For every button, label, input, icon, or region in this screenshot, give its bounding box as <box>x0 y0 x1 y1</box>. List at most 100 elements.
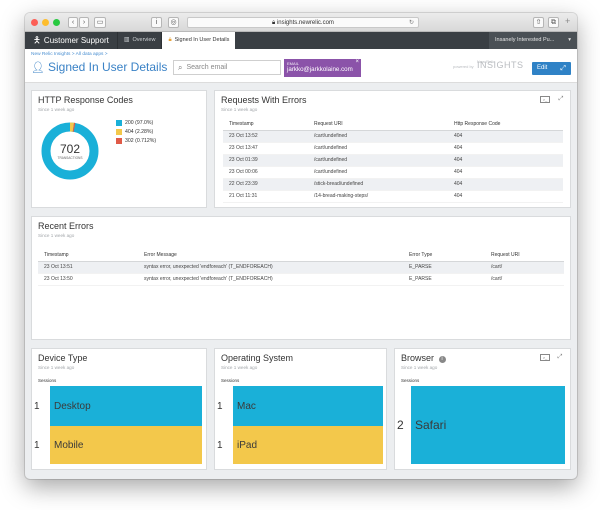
filter-label: EMAIL <box>287 61 300 66</box>
filter-value: jarkko@jarkkolaine.com <box>287 66 353 73</box>
edit-button[interactable]: Edit ⤢ <box>532 62 571 75</box>
lock-icon: 🔒︎ <box>168 37 172 43</box>
bar-row[interactable]: 1 iPad <box>217 426 383 464</box>
donut-total: 702 <box>60 142 80 156</box>
forward-arrow-icon[interactable]: › <box>79 16 89 28</box>
powered-by-text: New Relic powered by <box>453 59 495 69</box>
person-icon: 🯅 <box>33 35 41 45</box>
browser-toolbar: ‹ › ▭ i ◎ 🔒︎ insights.newrelic.com ↻ ⇧ ⧉… <box>25 13 577 32</box>
legend-label: 200 (97.0%) <box>125 119 154 126</box>
url-text: insights.newrelic.com <box>276 20 334 26</box>
panel-subtitle: Since 1 week ago <box>38 233 75 238</box>
cell-timestamp: 23 Oct 13:52 <box>223 130 308 143</box>
legend-label: 302 (0.712%) <box>125 137 157 144</box>
panel-subtitle: Since 1 week ago <box>221 107 258 112</box>
sidebar-icon[interactable]: ▭ <box>94 16 106 28</box>
tab-signed-in-user-details[interactable]: 🔒︎ Signed In User Details <box>161 32 236 49</box>
cell-type: E_PARSE <box>403 261 485 274</box>
account-selector[interactable]: Insanely Interested Pu... ▾ <box>489 32 577 49</box>
bar-row[interactable]: 2 Safari <box>397 386 565 464</box>
edit-label: Edit <box>537 65 548 71</box>
table-row[interactable]: 23 Oct 13:51 syntax error, unexpected 'en… <box>38 261 564 274</box>
donut-total-label: TRANSACTIONS <box>58 156 83 160</box>
bar-count: 1 <box>217 439 223 451</box>
bar-row[interactable]: 1 Mobile <box>34 426 202 464</box>
browser-bars: 2 Safari <box>397 386 565 466</box>
info-icon[interactable]: i <box>151 17 162 28</box>
back-arrow-icon[interactable]: ‹ <box>68 16 78 28</box>
column-header[interactable]: Error Message <box>138 249 403 262</box>
device-bars: 1 Desktop 1 Mobile <box>34 386 202 466</box>
search-input[interactable]: ⌕ Search email <box>173 60 281 75</box>
tabs-icon[interactable]: ⧉ <box>548 17 559 28</box>
cell-uri: /stick-bread/undefined <box>308 178 448 191</box>
breadcrumb[interactable]: New Relic Insights > All data apps > <box>31 52 108 57</box>
app-brand[interactable]: 🯅 Customer Support <box>25 32 117 49</box>
bar-row[interactable]: 1 Mac <box>217 386 383 426</box>
panel-title: Requests With Errors <box>221 95 307 105</box>
minimize-window-button[interactable] <box>42 18 49 26</box>
requests-with-errors-panel: Requests With Errors Since 1 week ago >_… <box>214 90 571 208</box>
reload-icon[interactable]: ↻ <box>408 20 414 26</box>
chart-icon: ▥ <box>123 37 130 43</box>
table-row[interactable]: 23 Oct 13:50 syntax error, unexpected 'en… <box>38 273 564 286</box>
chart-legend: 200 (97.0%) 404 (2.28%) 302 (0.712%) <box>116 118 156 145</box>
search-icon: ⌕ <box>178 63 183 72</box>
email-filter-chip[interactable]: EMAIL jarkko@jarkkolaine.com × <box>284 59 361 77</box>
share-icon[interactable]: ⇧ <box>533 17 544 28</box>
bar-label: iPad <box>237 439 258 451</box>
column-header[interactable]: Http Response Code <box>448 118 563 131</box>
page-title: 👤︎ Signed In User Details <box>31 60 167 74</box>
operating-system-panel: Operating System Since 1 week ago Sessio… <box>214 348 387 470</box>
bar-label: Desktop <box>54 400 91 412</box>
browser-panel: Browser i Since 1 week ago >_ ⤢ Sessions… <box>394 348 571 470</box>
search-placeholder: Search email <box>186 64 228 71</box>
panel-title: Recent Errors <box>38 221 94 231</box>
close-icon[interactable]: × <box>355 59 359 65</box>
table-row[interactable]: 23 Oct 13:47/cart/undefined 404 <box>223 142 563 155</box>
cell-timestamp: 23 Oct 01:39 <box>223 154 308 167</box>
address-bar[interactable]: 🔒︎ insights.newrelic.com ↻ <box>187 17 419 28</box>
cell-uri: /cart/undefined <box>308 130 448 143</box>
table-row[interactable]: 23 Oct 13:52/cart/undefined 404 <box>223 130 563 143</box>
tab-overview[interactable]: ▥ Overview <box>116 32 162 49</box>
browser-window: ‹ › ▭ i ◎ 🔒︎ insights.newrelic.com ↻ ⇧ ⧉… <box>25 13 577 479</box>
column-header[interactable]: Timestamp <box>38 249 138 262</box>
bar-fill: Mobile <box>50 426 202 464</box>
column-header[interactable]: Error Type <box>403 249 485 262</box>
new-tab-icon[interactable]: + <box>565 16 571 26</box>
cell-timestamp: 23 Oct 13:50 <box>38 273 138 286</box>
close-window-button[interactable] <box>31 18 38 26</box>
legend-item: 302 (0.712%) <box>116 136 156 145</box>
cell-message: syntax error, unexpected 'endforeach' (T… <box>138 261 403 274</box>
fullscreen-icon[interactable]: ⤢ <box>557 354 563 360</box>
cell-code: 404 <box>448 142 563 155</box>
info-icon[interactable]: i <box>438 356 446 363</box>
table-row[interactable]: 23 Oct 00:06/cart/undefined 404 <box>223 166 563 179</box>
cell-timestamp: 23 Oct 13:47 <box>223 142 308 155</box>
privacy-icon[interactable]: ◎ <box>168 17 179 28</box>
column-header[interactable]: Request URI <box>485 249 564 262</box>
new-relic-text: New Relic <box>477 59 496 64</box>
bar-count: 1 <box>217 400 223 412</box>
panel-title: Browser i <box>401 353 446 363</box>
tab-signed-in-label: Signed In User Details <box>174 37 230 43</box>
table-row[interactable]: 21 Oct 11:31/14-bread-making-steps/404 <box>223 190 563 203</box>
column-header[interactable]: Timestamp <box>223 118 308 131</box>
bar-row[interactable]: 1 Desktop <box>34 386 202 426</box>
terminal-icon[interactable]: >_ <box>540 96 550 103</box>
sessions-label: Sessions <box>221 378 240 383</box>
table-row[interactable]: 23 Oct 01:39/cart/undefined 404 <box>223 154 563 167</box>
cell-code: 404 <box>448 166 563 179</box>
zoom-window-button[interactable] <box>53 18 60 26</box>
panel-title: Device Type <box>38 353 88 363</box>
page-title-text: Signed In User Details <box>47 60 168 74</box>
panel-subtitle: Since 1 week ago <box>221 365 258 370</box>
fullscreen-icon[interactable]: ⤢ <box>558 96 564 102</box>
cell-timestamp: 21 Oct 11:31 <box>223 190 308 203</box>
recent-errors-panel: Recent Errors Since 1 week ago Timestamp… <box>31 216 571 340</box>
table-row[interactable]: 22 Oct 23:39/stick-bread/undefined 404 <box>223 178 563 191</box>
terminal-icon[interactable]: >_ <box>540 354 550 361</box>
column-header[interactable]: Request URI <box>308 118 448 131</box>
legend-swatch <box>116 119 122 126</box>
